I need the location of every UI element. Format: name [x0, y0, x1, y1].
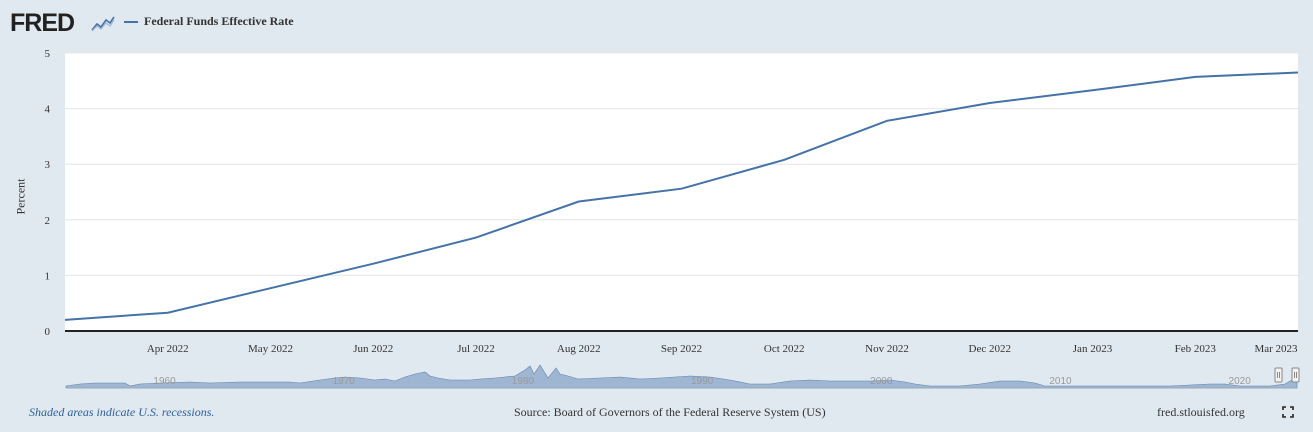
plot-background: [65, 53, 1298, 331]
x-tick-label: Dec 2022: [969, 343, 1011, 355]
navigator-handle-left[interactable]: [1274, 367, 1283, 383]
navigator-label: 2000: [870, 376, 893, 387]
x-tick-label: Jul 2022: [457, 343, 495, 355]
x-tick-label: Apr 2022: [147, 343, 189, 355]
x-tick-label: Aug 2022: [557, 343, 601, 355]
navigator[interactable]: 1960 1970 1980 1990 2000 2010 2020: [65, 364, 1300, 389]
x-tick-label: Nov 2022: [865, 343, 909, 355]
chart-area[interactable]: 0 1 2 3 4 5 Apr 2022 May 2022 Jun 2022 Jul 2022 A…: [0, 0, 1313, 400]
y-tick-label: 5: [45, 48, 51, 60]
series-line: [64, 71, 1299, 321]
fred-logo[interactable]: FRED: [10, 9, 75, 37]
fullscreen-icon[interactable]: [1282, 406, 1294, 418]
navigator-area: [65, 364, 1298, 389]
navigator-label: 1990: [691, 376, 714, 387]
navigator-handle-right[interactable]: [1291, 367, 1300, 383]
recession-note: Shaded areas indicate U.S. recessions.: [29, 405, 215, 419]
x-tick-label: Oct 2022: [764, 343, 805, 355]
navigator-label: 2010: [1049, 376, 1072, 387]
x-tick-label: Jan 2023: [1073, 343, 1113, 355]
navigator-label: 2020: [1229, 376, 1252, 387]
x-tick-label: Feb 2023: [1175, 343, 1217, 355]
navigator-label: 1980: [512, 376, 535, 387]
site-link[interactable]: fred.stlouisfed.org: [1157, 405, 1245, 419]
y-tick-label: 1: [45, 270, 51, 282]
legend-label: Federal Funds Effective Rate: [144, 14, 294, 28]
navigator-label: 1960: [153, 376, 176, 387]
x-tick-label: Mar 2023: [1254, 343, 1298, 355]
y-tick-label: 3: [45, 159, 51, 171]
chart-line-icon: [91, 14, 115, 32]
y-tick-label: 0: [45, 326, 51, 338]
x-tick-label: May 2022: [248, 343, 293, 355]
legend[interactable]: Federal Funds Effective Rate: [124, 14, 294, 29]
x-tick-label: Jun 2022: [353, 343, 393, 355]
legend-swatch: [124, 20, 138, 23]
source-note: Source: Board of Governors of the Federa…: [514, 405, 826, 419]
navigator-label: 1970: [333, 376, 356, 387]
y-tick-label: 4: [45, 104, 51, 116]
x-tick-label: Sep 2022: [661, 343, 702, 355]
y-tick-label: 2: [45, 215, 51, 227]
